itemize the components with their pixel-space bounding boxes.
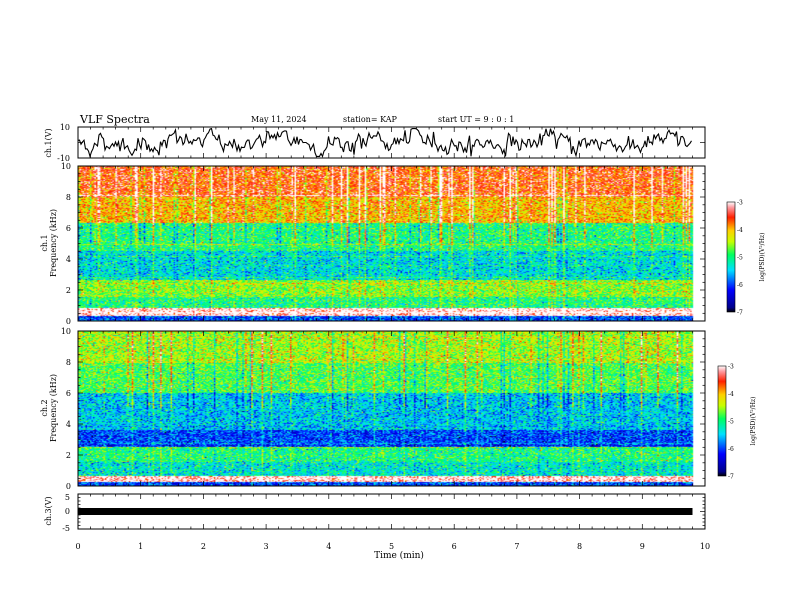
x-axis-label: Time (min) bbox=[374, 550, 424, 561]
spectrogram-ch2-ylabel-channel: ch.2 bbox=[40, 399, 49, 416]
colorbar-tick-label: -6 bbox=[737, 282, 743, 289]
waveform-ch3-ylabel: ch.3(V) bbox=[44, 496, 53, 525]
x-tick-label: 1 bbox=[138, 542, 143, 551]
frequency-tick-label: 8 bbox=[66, 193, 71, 202]
x-tick-label: 5 bbox=[389, 542, 394, 551]
x-tick-label: 8 bbox=[577, 542, 582, 551]
x-tick-label: 9 bbox=[640, 542, 645, 551]
x-tick-label: 4 bbox=[326, 542, 331, 551]
station-label: station= KAP bbox=[343, 115, 398, 124]
spectrogram-ch1-ticks bbox=[77, 165, 706, 322]
spectrogram-ch1-image bbox=[78, 166, 705, 321]
colorbar-tick-label: -5 bbox=[737, 255, 743, 262]
colorbar-ch1-label: log(PSD)(V²/Hz) bbox=[759, 233, 766, 282]
spectrogram-ch2-ytick-labels: 0 2 4 6 8 10 bbox=[61, 327, 71, 491]
colorbar-tick-label: -4 bbox=[728, 391, 734, 398]
colorbar-ch2: -3 -4 -5 -6 -7 log(PSD)(V²/Hz) bbox=[717, 364, 757, 481]
frequency-tick-label: 2 bbox=[66, 451, 71, 460]
colorbar-ch1-tick-labels: -3 -4 -5 -6 -7 bbox=[737, 200, 743, 317]
spectrogram-ch1-ylabel-channel: ch.1 bbox=[40, 234, 49, 251]
frequency-tick-label: 6 bbox=[66, 389, 71, 398]
spectrogram-ch2-image bbox=[78, 331, 705, 486]
spectrogram-ch1-ytick-labels: 0 2 4 6 8 10 bbox=[61, 162, 71, 326]
waveform-ch3-line bbox=[78, 508, 693, 515]
x-tick-label: 3 bbox=[264, 542, 269, 551]
colorbar-ch1-frame bbox=[726, 201, 736, 313]
waveform-ch1-ytick-bottom: -10 bbox=[57, 154, 70, 163]
frequency-tick-label: 4 bbox=[66, 420, 71, 429]
colorbar-ch2-gradient bbox=[718, 366, 726, 476]
colorbar-tick-label: -7 bbox=[728, 474, 734, 481]
spectrogram-ch1-ylabel-frequency: Frequency (kHz) bbox=[49, 209, 58, 277]
colorbar-ch2-frame bbox=[717, 365, 727, 477]
waveform-ch3-ytick-5: 5 bbox=[65, 493, 70, 502]
start-time-label: start UT = 9 : 0 : 1 bbox=[438, 115, 514, 124]
waveform-ch1-line bbox=[77, 127, 692, 159]
colorbar-ch1-gradient bbox=[727, 202, 735, 312]
x-tick-label: 10 bbox=[700, 542, 710, 551]
frequency-tick-label: 10 bbox=[61, 162, 71, 171]
colorbar-ch2-tick-labels: -3 -4 -5 -6 -7 bbox=[728, 364, 734, 481]
frequency-tick-label: 4 bbox=[66, 255, 71, 264]
frequency-tick-label: 0 bbox=[66, 317, 71, 326]
colorbar-tick-label: -6 bbox=[728, 446, 734, 453]
frequency-tick-label: 10 bbox=[61, 327, 71, 336]
frequency-tick-label: 0 bbox=[66, 482, 71, 491]
figure-title: VLF Spectra bbox=[79, 113, 150, 126]
spectrogram-ch1-panel: 0 2 4 6 8 10 ch.1 Frequency (kHz) bbox=[40, 162, 706, 326]
x-tick-label: 2 bbox=[201, 542, 206, 551]
spectrogram-ch2-ylabel-frequency: Frequency (kHz) bbox=[49, 374, 58, 442]
spectrogram-ch2-ticks bbox=[77, 330, 706, 487]
waveform-ch3-ytick-minus5: -5 bbox=[62, 524, 70, 533]
colorbar-tick-label: -4 bbox=[737, 227, 743, 234]
x-tick-label: 0 bbox=[75, 542, 80, 551]
waveform-ch3-panel: 5 0 -5 ch.3(V) bbox=[44, 493, 706, 533]
waveform-ch1-ylabel: ch.1(V) bbox=[44, 128, 53, 157]
waveform-ch1-ytick-top: 10 bbox=[60, 123, 70, 132]
x-tick-label: 6 bbox=[452, 542, 457, 551]
frequency-tick-label: 8 bbox=[66, 358, 71, 367]
frequency-tick-label: 6 bbox=[66, 224, 71, 233]
frequency-tick-label: 2 bbox=[66, 286, 71, 295]
waveform-ch1-ticks bbox=[77, 127, 706, 158]
waveform-ch3-ticks bbox=[77, 493, 706, 530]
date-label: May 11, 2024 bbox=[251, 115, 307, 124]
colorbar-tick-label: -3 bbox=[728, 364, 734, 371]
colorbar-tick-label: -3 bbox=[737, 200, 743, 207]
waveform-ch3-ytick-0: 0 bbox=[65, 507, 70, 516]
colorbar-ch1: -3 -4 -5 -6 -7 log(PSD)(V²/Hz) bbox=[726, 200, 766, 317]
spectrogram-ch2-panel: 0 2 4 6 8 10 ch.2 Frequency (kHz) bbox=[40, 327, 706, 491]
x-tick-label: 7 bbox=[514, 542, 519, 551]
waveform-ch1-panel: 10 -10 ch.1(V) bbox=[44, 123, 706, 163]
colorbar-tick-label: -5 bbox=[728, 419, 734, 426]
colorbar-ch2-label: log(PSD)(V²/Hz) bbox=[750, 397, 757, 446]
colorbar-tick-label: -7 bbox=[737, 310, 743, 317]
x-axis-tick-labels: 0 1 2 3 4 5 6 7 8 9 10 bbox=[75, 542, 710, 551]
